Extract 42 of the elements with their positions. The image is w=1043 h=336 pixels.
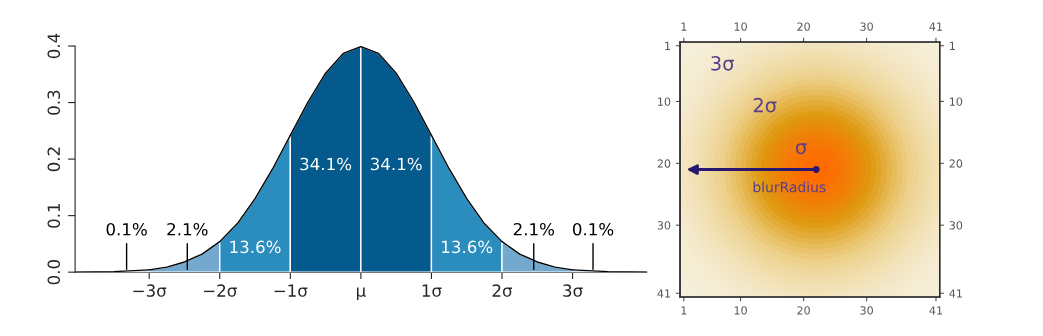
y-tick-label: 1 xyxy=(665,41,670,50)
annotation: 3σ xyxy=(711,55,734,71)
x-tick-label: 30 xyxy=(860,306,873,315)
x-tick-label: 1σ xyxy=(422,284,442,297)
x2-tick-label: 10 xyxy=(734,22,747,31)
annotation: 34.1% xyxy=(300,157,352,171)
annotation: 13.6% xyxy=(230,240,281,254)
annotation: 0.1% xyxy=(572,222,614,236)
x-tick-label: 41 xyxy=(929,306,942,315)
y2-tick-label: 10 xyxy=(949,97,963,106)
x-tick-label: 3σ xyxy=(563,284,583,297)
annotation: 13.6% xyxy=(442,240,493,254)
y-tick-label: 0.0 xyxy=(47,260,61,285)
x2-tick-label: 20 xyxy=(797,22,810,31)
x-tick-label: 2σ xyxy=(492,284,513,297)
annotation: 2.1% xyxy=(167,222,208,236)
x-tick-label: μ xyxy=(356,287,366,301)
annotation: 2.1% xyxy=(513,222,555,236)
y-tick-label: 20 xyxy=(657,159,671,168)
x-tick-label: −3σ xyxy=(133,284,167,297)
y-tick-label: 0.4 xyxy=(47,33,61,59)
x2-tick-label: 1 xyxy=(681,22,687,31)
y2-tick-label: 30 xyxy=(949,221,963,230)
y-tick-label: 0.3 xyxy=(47,90,61,115)
x2-tick-label: 41 xyxy=(929,22,942,31)
x-tick-label: −1σ xyxy=(274,284,308,297)
y-tick-label: 10 xyxy=(658,97,671,106)
y-tick-label: 0.1 xyxy=(47,203,61,228)
y-tick-label: 0.2 xyxy=(47,147,61,172)
annotation: 0.1% xyxy=(106,222,147,236)
annotation: 2σ xyxy=(753,97,777,113)
y2-tick-label: 20 xyxy=(949,159,963,168)
x-tick-label: −2σ xyxy=(203,284,237,297)
x-tick-label: 1 xyxy=(681,306,687,315)
y2-tick-label: 1 xyxy=(949,41,955,50)
annotation: 34.1% xyxy=(370,157,422,171)
annotation: σ xyxy=(795,143,807,155)
x2-tick-label: 30 xyxy=(860,22,873,31)
x-tick-label: 10 xyxy=(734,306,747,315)
x-tick-label: 20 xyxy=(797,306,810,315)
annotation: blurRadius xyxy=(753,181,826,193)
y-tick-label: 30 xyxy=(657,221,671,230)
